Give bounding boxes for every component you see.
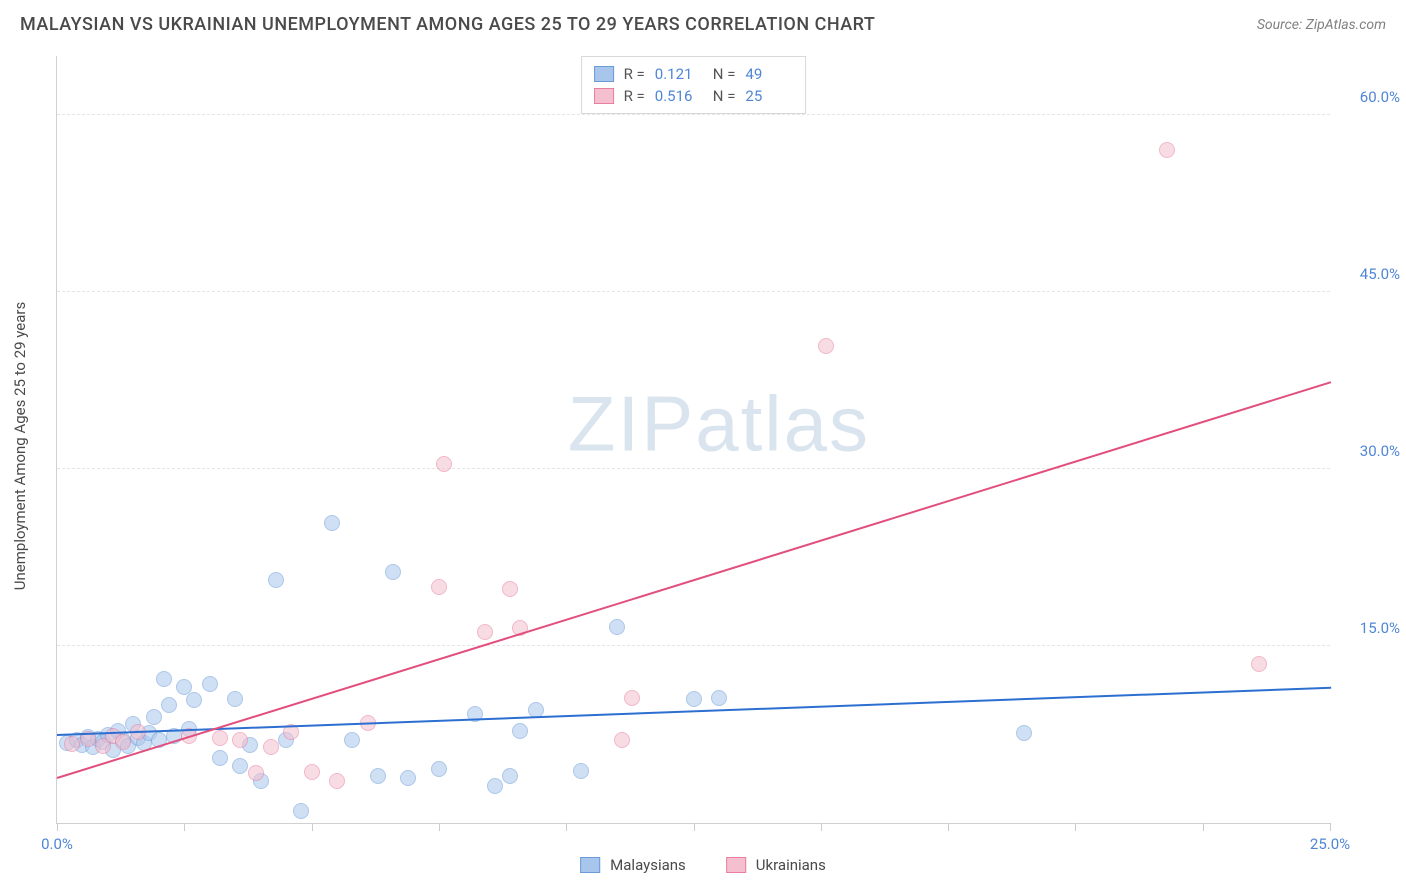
n-label: N =: [713, 65, 736, 83]
x-tick-label: 25.0%: [1310, 835, 1350, 853]
x-tick-label: 0.0%: [41, 835, 73, 853]
data-point: [370, 768, 386, 784]
x-tick: [439, 823, 440, 831]
gridline: [57, 114, 1330, 115]
gridline: [57, 645, 1330, 646]
watermark: ZIPatlas: [568, 379, 870, 470]
x-tick: [1330, 823, 1331, 831]
data-point: [324, 515, 340, 531]
chart-title: MALAYSIAN VS UKRAINIAN UNEMPLOYMENT AMON…: [20, 14, 875, 35]
y-tick-label: 15.0%: [1360, 619, 1400, 637]
data-point: [436, 456, 452, 472]
x-tick: [694, 823, 695, 831]
data-point: [212, 750, 228, 766]
r-value-malaysians: 0.121: [655, 65, 703, 83]
stats-row-ukrainians: R = 0.516 N = 25: [594, 85, 794, 107]
data-point: [146, 709, 162, 725]
stats-row-malaysians: R = 0.121 N = 49: [594, 63, 794, 85]
gridline: [57, 468, 1330, 469]
data-point: [609, 619, 625, 635]
legend-item-ukrainians: Ukrainians: [726, 856, 826, 874]
data-point: [573, 763, 589, 779]
data-point: [304, 764, 320, 780]
data-point: [711, 690, 727, 706]
data-point: [64, 736, 80, 752]
x-tick: [1075, 823, 1076, 831]
y-tick-label: 60.0%: [1360, 88, 1400, 106]
data-point: [512, 723, 528, 739]
data-point: [385, 564, 401, 580]
x-tick: [948, 823, 949, 831]
data-point: [186, 692, 202, 708]
data-point: [431, 579, 447, 595]
watermark-bold: ZIP: [568, 380, 695, 468]
trend-line: [57, 381, 1332, 779]
data-point: [477, 624, 493, 640]
data-point: [686, 691, 702, 707]
x-tick: [566, 823, 567, 831]
data-point: [293, 803, 309, 819]
y-tick-label: 45.0%: [1360, 265, 1400, 283]
data-point: [624, 690, 640, 706]
watermark-thin: atlas: [695, 380, 870, 468]
swatch-malaysians: [580, 857, 600, 873]
data-point: [1251, 656, 1267, 672]
data-point: [614, 732, 630, 748]
data-point: [263, 739, 279, 755]
y-axis-label: Unemployment Among Ages 25 to 29 years: [11, 302, 29, 590]
n-value-malaysians: 49: [745, 65, 793, 83]
plot-region: ZIPatlas R = 0.121 N = 49 R = 0.516 N = …: [56, 56, 1330, 824]
data-point: [487, 778, 503, 794]
data-point: [329, 773, 345, 789]
r-value-ukrainians: 0.516: [655, 87, 703, 105]
n-label: N =: [713, 87, 736, 105]
data-point: [431, 761, 447, 777]
data-point: [502, 768, 518, 784]
data-point: [344, 732, 360, 748]
data-point: [818, 338, 834, 354]
y-tick-label: 30.0%: [1360, 442, 1400, 460]
data-point: [248, 765, 264, 781]
data-point: [161, 697, 177, 713]
r-label: R =: [624, 87, 645, 105]
data-point: [115, 734, 131, 750]
data-point: [202, 676, 218, 692]
data-point: [400, 770, 416, 786]
gridline: [57, 291, 1330, 292]
chart-plot-area: ZIPatlas R = 0.121 N = 49 R = 0.516 N = …: [56, 56, 1330, 824]
legend-label-ukrainians: Ukrainians: [756, 856, 826, 874]
data-point: [502, 581, 518, 597]
r-label: R =: [624, 65, 645, 83]
legend-label-malaysians: Malaysians: [610, 856, 686, 874]
x-tick: [184, 823, 185, 831]
source-name: ZipAtlas.com: [1306, 17, 1386, 33]
bottom-legend: Malaysians Ukrainians: [580, 856, 826, 874]
x-tick: [821, 823, 822, 831]
data-point: [232, 732, 248, 748]
x-tick: [1203, 823, 1204, 831]
x-tick: [312, 823, 313, 831]
data-point: [156, 671, 172, 687]
data-point: [227, 691, 243, 707]
data-point: [212, 730, 228, 746]
source-prefix: Source:: [1257, 17, 1306, 33]
data-point: [1016, 725, 1032, 741]
data-point: [268, 572, 284, 588]
legend-item-malaysians: Malaysians: [580, 856, 686, 874]
swatch-malaysians: [594, 66, 614, 82]
stats-legend: R = 0.121 N = 49 R = 0.516 N = 25: [581, 56, 807, 114]
source-attribution: Source: ZipAtlas.com: [1257, 17, 1386, 33]
swatch-ukrainians: [726, 857, 746, 873]
swatch-ukrainians: [594, 88, 614, 104]
data-point: [1159, 142, 1175, 158]
x-tick: [57, 823, 58, 831]
n-value-ukrainians: 25: [745, 87, 793, 105]
data-point: [232, 758, 248, 774]
